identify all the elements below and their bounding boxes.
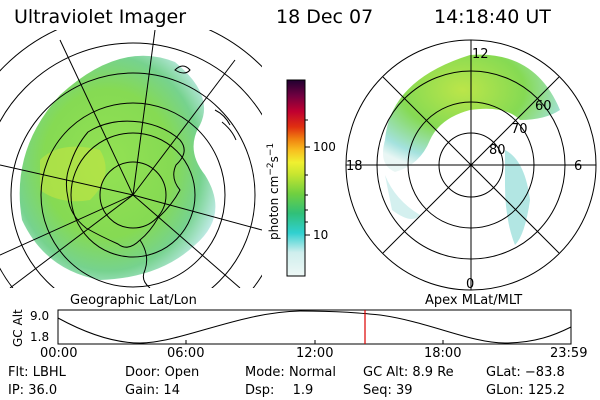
mlat-label-70: 70	[511, 122, 528, 137]
mlat-label-60: 60	[535, 99, 552, 114]
mode-value: Normal	[288, 365, 336, 380]
coastline-islands	[174, 65, 237, 141]
altitude-xtick-1200: 12:00	[296, 346, 334, 361]
altitude-xtick-1800: 18:00	[424, 346, 462, 361]
mlt-label-6: 6	[574, 159, 582, 174]
status-door: Door: Open	[125, 365, 199, 380]
altitude-ylabel: GC Alt	[11, 309, 25, 347]
status-gc-alt: GC Alt: 8.9 Re	[363, 365, 454, 380]
mlat-label-80: 80	[489, 143, 506, 158]
altitude-ytick-low: 1.8	[30, 330, 50, 344]
colorbar-tick-10: 10	[313, 228, 328, 242]
status-glon: GLon: 125.2	[486, 383, 565, 398]
status-mode: Mode: Normal	[245, 365, 336, 380]
altitude-xtick-0000: 00:00	[40, 346, 78, 361]
geographic-map	[0, 30, 262, 288]
glon-value: 125.2	[527, 383, 566, 398]
seq-value: 39	[396, 383, 413, 398]
filter-label: Flt:	[8, 365, 29, 380]
ip-label: IP:	[8, 383, 25, 398]
seq-label: Seq:	[363, 383, 392, 398]
dsp-label: Dsp:	[245, 383, 275, 398]
mlt-label-12: 12	[472, 47, 489, 62]
aurora-oval-dusk-tail	[385, 175, 420, 219]
gcalt-label: GC Alt:	[363, 365, 409, 380]
status-glat: GLat: −83.8	[486, 365, 565, 380]
status-gain: Gain: 14	[125, 383, 180, 398]
aurora-patch-yellow	[40, 146, 106, 202]
glon-label: GLon:	[486, 383, 524, 398]
altitude-xtick-0600: 06:00	[167, 346, 205, 361]
colorbar	[286, 79, 306, 277]
gcalt-value: 8.9 Re	[412, 365, 454, 380]
filter-value: LBHL	[32, 365, 66, 380]
altitude-xticks	[57, 340, 572, 344]
mode-label: Mode:	[245, 365, 285, 380]
colorbar-label: photon cm−2s−1	[266, 143, 281, 240]
apex-caption: Apex MLat/MLT	[425, 293, 523, 308]
gain-label: Gain:	[125, 383, 160, 398]
aurora-oval-dawn-tail	[505, 150, 530, 245]
instrument-title: Ultraviolet Imager	[14, 6, 187, 28]
altitude-ytick-high: 9.0	[30, 309, 50, 323]
altitude-curve	[57, 310, 572, 344]
status-dsp: Dsp: 1.9	[245, 383, 313, 398]
mlt-label-0: 0	[466, 277, 474, 292]
aurora-oval-magnetic	[382, 54, 560, 172]
status-filter: Flt: LBHL	[8, 365, 66, 380]
observation-date: 18 Dec 07	[276, 6, 374, 28]
coastline	[65, 120, 185, 248]
dsp-value: 1.9	[292, 383, 314, 398]
mlt-label-18: 18	[346, 159, 363, 174]
observation-time: 14:18:40 UT	[434, 6, 551, 28]
gain-value: 14	[163, 383, 180, 398]
ip-value: 36.0	[28, 383, 58, 398]
geographic-caption: Geographic Lat/Lon	[70, 293, 197, 308]
glat-value: −83.8	[524, 365, 565, 380]
status-seq: Seq: 39	[363, 383, 413, 398]
colorbar-tick-100: 100	[313, 140, 336, 154]
status-ip: IP: 36.0	[8, 383, 57, 398]
door-label: Door:	[125, 365, 161, 380]
door-value: Open	[164, 365, 200, 380]
glat-label: GLat:	[486, 365, 521, 380]
altitude-plot-frame	[57, 309, 572, 345]
altitude-xtick-2359: 23:59	[550, 346, 588, 361]
colorbar-ticks	[305, 119, 310, 236]
coastline-peninsula	[139, 239, 151, 288]
magnetic-dial	[345, 39, 597, 291]
